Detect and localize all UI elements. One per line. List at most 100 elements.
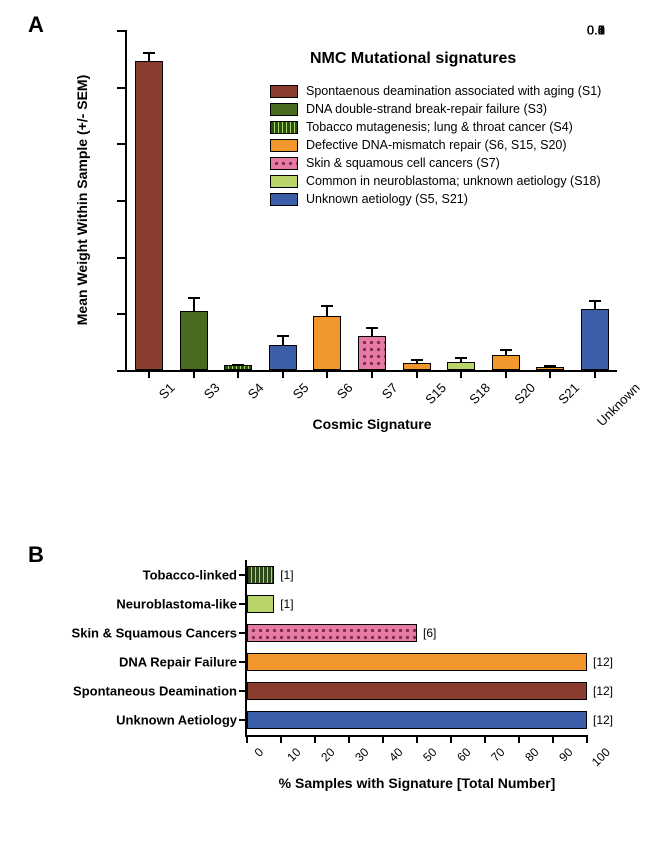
error-bar [505,349,507,356]
x-tick-label: 40 [386,745,405,764]
bar-label: Unknown Aetiology [116,713,237,728]
y-tick [239,661,247,663]
x-tick [549,370,551,378]
x-tick-label: S15 [422,380,449,407]
bar [313,316,341,370]
x-tick-label: S5 [290,380,312,402]
y-tick [117,143,127,145]
bar-count: [6] [423,626,436,640]
legend-item: Unknown aetiology (S5, S21) [270,192,640,206]
legend-swatch [270,103,298,116]
x-tick-label: S7 [379,380,401,402]
bar-label: Spontaneous Deamination [73,684,237,699]
x-tick [586,735,588,743]
bar-row: [1]Tobacco-linked [247,566,587,584]
x-tick-label: 90 [556,745,575,764]
bar-count: [12] [593,655,613,669]
bar-label: Neuroblastoma-like [116,596,237,611]
x-tick [416,370,418,378]
x-tick-label: 60 [454,745,473,764]
bar [403,363,431,370]
x-tick-label: 50 [420,745,439,764]
error-bar [193,297,195,312]
y-axis-label: Mean Weight Within Sample (+/- SEM) [74,75,90,325]
legend-swatch [270,157,298,170]
legend-item: Tobacco mutagenesis; lung & throat cance… [270,120,640,134]
x-tick-label: S4 [245,380,267,402]
y-tick [239,632,247,634]
bar-row: [12]Spontaneous Deamination [247,682,587,700]
x-tick-label: 80 [522,745,541,764]
legend-swatch [270,193,298,206]
panel-a: Mean Weight Within Sample (+/- SEM) Cosm… [70,20,630,450]
bar [581,309,609,370]
y-tick [117,257,127,259]
x-tick-label: S3 [201,380,223,402]
panel-label-b: B [28,542,44,568]
figure: A B Mean Weight Within Sample (+/- SEM) … [0,0,666,850]
legend-label: Skin & squamous cell cancers (S7) [306,156,500,170]
x-tick [450,735,452,743]
legend-title: NMC Mutational signatures [310,50,640,68]
error-bar [148,52,150,62]
legend-swatch [270,85,298,98]
bar-label: Skin & Squamous Cancers [72,625,237,640]
y-tick [239,719,247,721]
legend-label: Common in neuroblastoma; unknown aetiolo… [306,174,601,188]
bar-count: [12] [593,684,613,698]
bar [247,711,587,729]
error-bar [282,335,284,345]
panel-b: % Samples with Signature [Total Number] … [70,550,630,810]
x-tick [237,370,239,378]
x-tick [246,735,248,743]
legend-label: Unknown aetiology (S5, S21) [306,192,468,206]
error-bar [326,305,328,317]
y-tick-label: 0.6 [77,23,605,38]
x-tick [148,370,150,378]
panel-label-a: A [28,12,44,38]
x-tick [518,735,520,743]
bar [447,362,475,370]
x-tick-label: S6 [334,380,356,402]
x-axis-label: % Samples with Signature [Total Number] [279,775,556,791]
legend: NMC Mutational signatures Spontaenous de… [270,50,640,210]
x-tick [594,370,596,378]
x-tick-label: 70 [488,745,507,764]
bar-count: [1] [280,597,293,611]
legend-label: DNA double-strand break-repair failure (… [306,102,547,116]
x-tick-label: Unknown [593,380,642,429]
bar [247,682,587,700]
x-tick [371,370,373,378]
bar-count: [12] [593,713,613,727]
bar [247,624,417,642]
error-bar [460,357,462,363]
bar [492,355,520,370]
legend-item: Common in neuroblastoma; unknown aetiolo… [270,174,640,188]
error-bar [237,364,239,367]
bar-row: [12]Unknown Aetiology [247,711,587,729]
bar [247,566,274,584]
error-bar [594,300,596,310]
y-tick [117,200,127,202]
legend-item: Defective DNA-mismatch repair (S6, S15, … [270,138,640,152]
bar-chart-b: % Samples with Signature [Total Number] … [245,560,587,737]
x-tick [348,735,350,743]
x-tick [282,370,284,378]
x-tick [416,735,418,743]
y-tick [239,574,247,576]
legend-item: DNA double-strand break-repair failure (… [270,102,640,116]
x-tick-label: S20 [511,380,538,407]
legend-swatch [270,139,298,152]
x-tick [326,370,328,378]
y-tick [239,690,247,692]
bar [269,345,297,371]
bar [180,311,208,371]
x-tick-label: S1 [156,380,178,402]
x-tick-label: S21 [555,380,582,407]
x-axis-label: Cosmic Signature [312,416,431,432]
bar-row: [6]Skin & Squamous Cancers [247,624,587,642]
bar-row: [1]Neuroblastoma-like [247,595,587,613]
legend-label: Defective DNA-mismatch repair (S6, S15, … [306,138,567,152]
bar [135,61,163,370]
x-tick-label: S18 [466,380,493,407]
